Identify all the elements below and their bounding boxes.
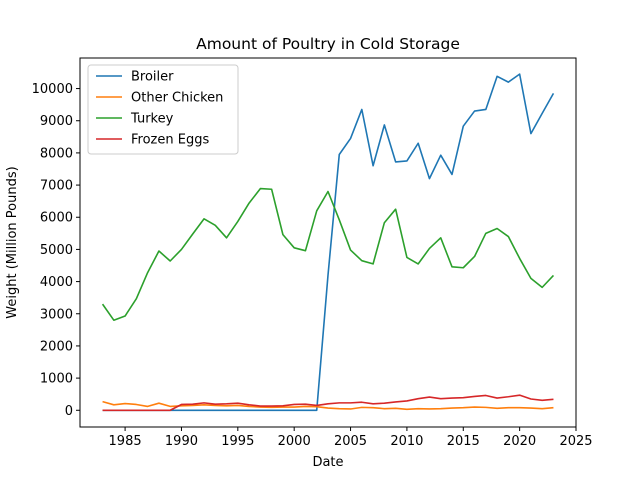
series-line-frozen-eggs	[102, 394, 554, 412]
y-tick-label: 9000	[40, 114, 73, 129]
y-tick-label: 6000	[40, 211, 73, 226]
y-axis-label: Weight (Million Pounds)	[5, 166, 20, 318]
y-tick-label: 0	[65, 404, 73, 419]
x-tick-label: 1995	[221, 434, 254, 449]
y-tick-label: 10000	[32, 82, 73, 97]
series-line-broiler	[102, 73, 555, 412]
x-tick-label: 2010	[390, 434, 423, 449]
legend-entry: Other Chicken	[131, 91, 223, 106]
y-tick-label: 8000	[40, 146, 73, 161]
x-tick-label: 2020	[503, 434, 536, 449]
legend-entry: Broiler	[131, 70, 174, 85]
x-tick-label: 2015	[447, 434, 480, 449]
y-tick-label: 2000	[40, 339, 73, 354]
x-tick-label: 2005	[334, 434, 367, 449]
x-tick-label: 1985	[109, 434, 142, 449]
series-layer	[101, 73, 555, 412]
legend: Broiler Other Chicken Turkey Frozen Eggs	[87, 64, 239, 155]
x-tick-label: 2025	[559, 434, 592, 449]
x-tick-label: 2000	[278, 434, 311, 449]
plot-area: 1985 1990 1995 2000 2005 2010 2015 2020 2025 0 10…	[32, 57, 593, 449]
legend-entry: Turkey	[130, 112, 174, 127]
x-axis: 1985 1990 1995 2000 2005 2010 2015 2020 2025	[109, 427, 593, 449]
plot-frame	[79, 57, 577, 428]
legend-box	[87, 64, 239, 155]
x-axis-label: Date	[312, 455, 343, 470]
series-line-turkey	[101, 187, 555, 321]
y-tick-label: 4000	[40, 275, 73, 290]
y-tick-label: 3000	[40, 307, 73, 322]
x-tick-label: 1990	[165, 434, 198, 449]
y-axis: 0 1000 2000 3000 4000 5000 6000 7000 8000 9000 100…	[32, 82, 80, 419]
y-tick-label: 7000	[40, 179, 73, 194]
chart-title: Amount of Poultry in Cold Storage	[196, 35, 460, 53]
y-tick-label: 5000	[40, 243, 73, 258]
y-tick-label: 1000	[40, 372, 73, 387]
legend-entry: Frozen Eggs	[131, 133, 209, 148]
